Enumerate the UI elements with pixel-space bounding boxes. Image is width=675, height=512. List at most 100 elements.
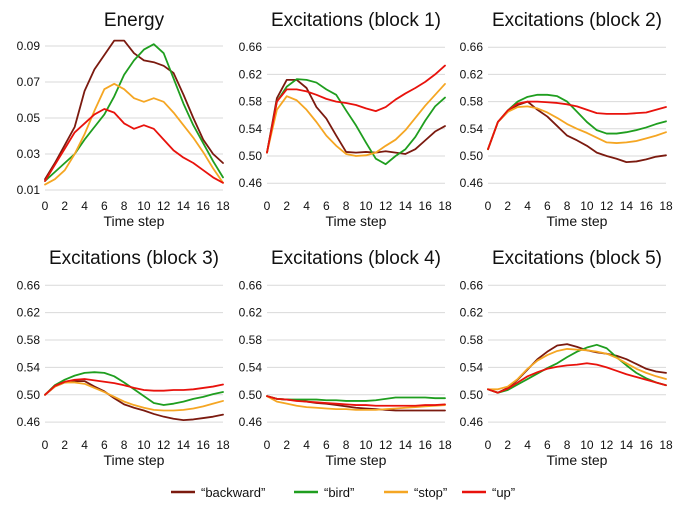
x-tick-label: 12 bbox=[157, 438, 171, 452]
x-tick-label: 14 bbox=[177, 199, 191, 213]
x-tick-label: 0 bbox=[42, 438, 49, 452]
y-tick-label: 0.62 bbox=[460, 306, 484, 320]
x-tick-label: 12 bbox=[600, 199, 614, 213]
x-tick-label: 6 bbox=[101, 199, 108, 213]
legend-item-backward: “backward” bbox=[171, 485, 265, 500]
x-tick-label: 0 bbox=[485, 199, 492, 213]
legend-label: “bird” bbox=[324, 485, 354, 500]
x-tick-label: 16 bbox=[640, 438, 654, 452]
series-line-up bbox=[44, 108, 224, 184]
y-tick-label: 0.58 bbox=[239, 333, 263, 347]
chart-panels: 0.010.030.050.070.090 2 4 6 8 10 12 14 16 18Energ… bbox=[17, 10, 673, 468]
y-tick-label: 0.54 bbox=[460, 360, 484, 374]
series-line-stop bbox=[266, 83, 446, 157]
x-tick-label: 6 bbox=[544, 438, 551, 452]
y-tick-label: 0.58 bbox=[17, 333, 41, 347]
x-tick-label: 18 bbox=[216, 438, 230, 452]
chart-panel-4: 0.46 0.50 0.54 0.58 0.62 0.66 0 2 4 6 8 10 12 14 16 18 E… bbox=[17, 248, 230, 468]
x-tick-label: 10 bbox=[580, 199, 594, 213]
x-tick-label: 18 bbox=[438, 438, 452, 452]
series-line-bird bbox=[487, 343, 667, 394]
x-axis-label: Time step bbox=[547, 213, 608, 229]
series-line-stop bbox=[266, 395, 446, 411]
y-tick-label: 0.66 bbox=[460, 40, 484, 54]
x-tick-label: 14 bbox=[399, 199, 413, 213]
y-tick-label: 0.50 bbox=[460, 388, 484, 402]
series-line-up bbox=[487, 362, 667, 394]
x-tick-label: 16 bbox=[640, 199, 654, 213]
series-line-stop bbox=[44, 381, 224, 412]
x-tick-label: 16 bbox=[419, 438, 433, 452]
x-tick-label: 10 bbox=[137, 438, 151, 452]
y-tick-label: 0.50 bbox=[239, 388, 263, 402]
y-tick-label: 0.07 bbox=[17, 75, 41, 89]
x-axis-label: Time step bbox=[104, 452, 165, 468]
x-tick-label: 10 bbox=[359, 438, 373, 452]
x-tick-label: 4 bbox=[524, 199, 531, 213]
series-line-up bbox=[487, 100, 667, 151]
x-axis-label: Time step bbox=[326, 452, 387, 468]
series-line-bird bbox=[487, 93, 667, 151]
x-tick-label: 14 bbox=[399, 438, 413, 452]
y-tick-label: 0.46 bbox=[239, 415, 263, 429]
x-axis-label: Time step bbox=[104, 213, 165, 229]
x-tick-label: 10 bbox=[137, 199, 151, 213]
y-tick-label: 0.54 bbox=[460, 122, 484, 136]
x-tick-label: 18 bbox=[659, 438, 673, 452]
legend: “backward” “bird” “stop” “up” bbox=[171, 485, 515, 500]
series-line-bird bbox=[266, 78, 446, 166]
x-tick-label: 4 bbox=[303, 199, 310, 213]
x-tick-label: 6 bbox=[323, 199, 330, 213]
x-tick-label: 4 bbox=[81, 438, 88, 452]
chart-title: Excitations (block 3) bbox=[49, 248, 219, 269]
chart-title: Excitations (block 4) bbox=[271, 248, 441, 269]
x-tick-label: 12 bbox=[379, 199, 393, 213]
series-line-up bbox=[266, 395, 446, 407]
series-line-backward bbox=[44, 380, 224, 422]
legend-label: “backward” bbox=[201, 485, 265, 500]
y-tick-label: 0.50 bbox=[17, 388, 41, 402]
legend-label: “up” bbox=[492, 485, 515, 500]
chart-title: Excitations (block 2) bbox=[492, 10, 662, 31]
x-tick-label: 12 bbox=[157, 199, 171, 213]
legend-label: “stop” bbox=[414, 485, 447, 500]
legend-item-stop: “stop” bbox=[384, 485, 447, 500]
y-tick-label: 0.54 bbox=[17, 360, 41, 374]
y-tick-label: 0.66 bbox=[17, 278, 41, 292]
chart-panel-6: 0.46 0.50 0.54 0.58 0.62 0.66 0 2 4 6 8 10 12 14 16 18 E… bbox=[460, 248, 673, 468]
x-tick-label: 14 bbox=[620, 438, 634, 452]
y-tick-label: 0.46 bbox=[239, 176, 263, 190]
chart-title: Energy bbox=[104, 10, 165, 31]
x-tick-label: 10 bbox=[580, 438, 594, 452]
series-line-up bbox=[266, 64, 446, 154]
x-tick-label: 8 bbox=[121, 438, 128, 452]
y-tick-label: 0.62 bbox=[17, 306, 41, 320]
x-tick-label: 8 bbox=[564, 199, 571, 213]
x-tick-label: 4 bbox=[524, 438, 531, 452]
x-tick-label: 8 bbox=[121, 199, 128, 213]
series-line-stop bbox=[44, 82, 224, 186]
y-tick-label: 0.05 bbox=[17, 111, 41, 125]
y-tick-label: 0.62 bbox=[460, 67, 484, 81]
x-tick-label: 6 bbox=[544, 199, 551, 213]
y-tick-label: 0.54 bbox=[239, 122, 263, 136]
chart-panel-2: 0.46 0.50 0.54 0.58 0.62 0.66 0 2 4 6 8 10 12 14 16 18 E… bbox=[239, 10, 452, 229]
x-tick-label: 2 bbox=[61, 438, 68, 452]
y-tick-label: 0.58 bbox=[239, 95, 263, 109]
y-tick-label: 0.46 bbox=[460, 415, 484, 429]
x-tick-label: 2 bbox=[61, 199, 68, 213]
chart-panel-3: 0.46 0.50 0.54 0.58 0.62 0.66 0 2 4 6 8 10 12 14 16 18 E… bbox=[460, 10, 673, 229]
y-tick-label: 0.62 bbox=[239, 67, 263, 81]
x-tick-label: 2 bbox=[504, 199, 511, 213]
x-tick-label: 16 bbox=[197, 199, 211, 213]
legend-item-up: “up” bbox=[462, 485, 515, 500]
series-line-bird bbox=[266, 395, 446, 402]
x-tick-label: 2 bbox=[283, 199, 290, 213]
x-tick-label: 16 bbox=[419, 199, 433, 213]
y-tick-label: 0.46 bbox=[17, 415, 41, 429]
chart-title: Excitations (block 5) bbox=[492, 248, 662, 269]
y-tick-label: 0.66 bbox=[239, 278, 263, 292]
y-tick-label: 0.58 bbox=[460, 333, 484, 347]
chart-title: Excitations (block 1) bbox=[271, 10, 441, 31]
x-tick-label: 2 bbox=[504, 438, 511, 452]
